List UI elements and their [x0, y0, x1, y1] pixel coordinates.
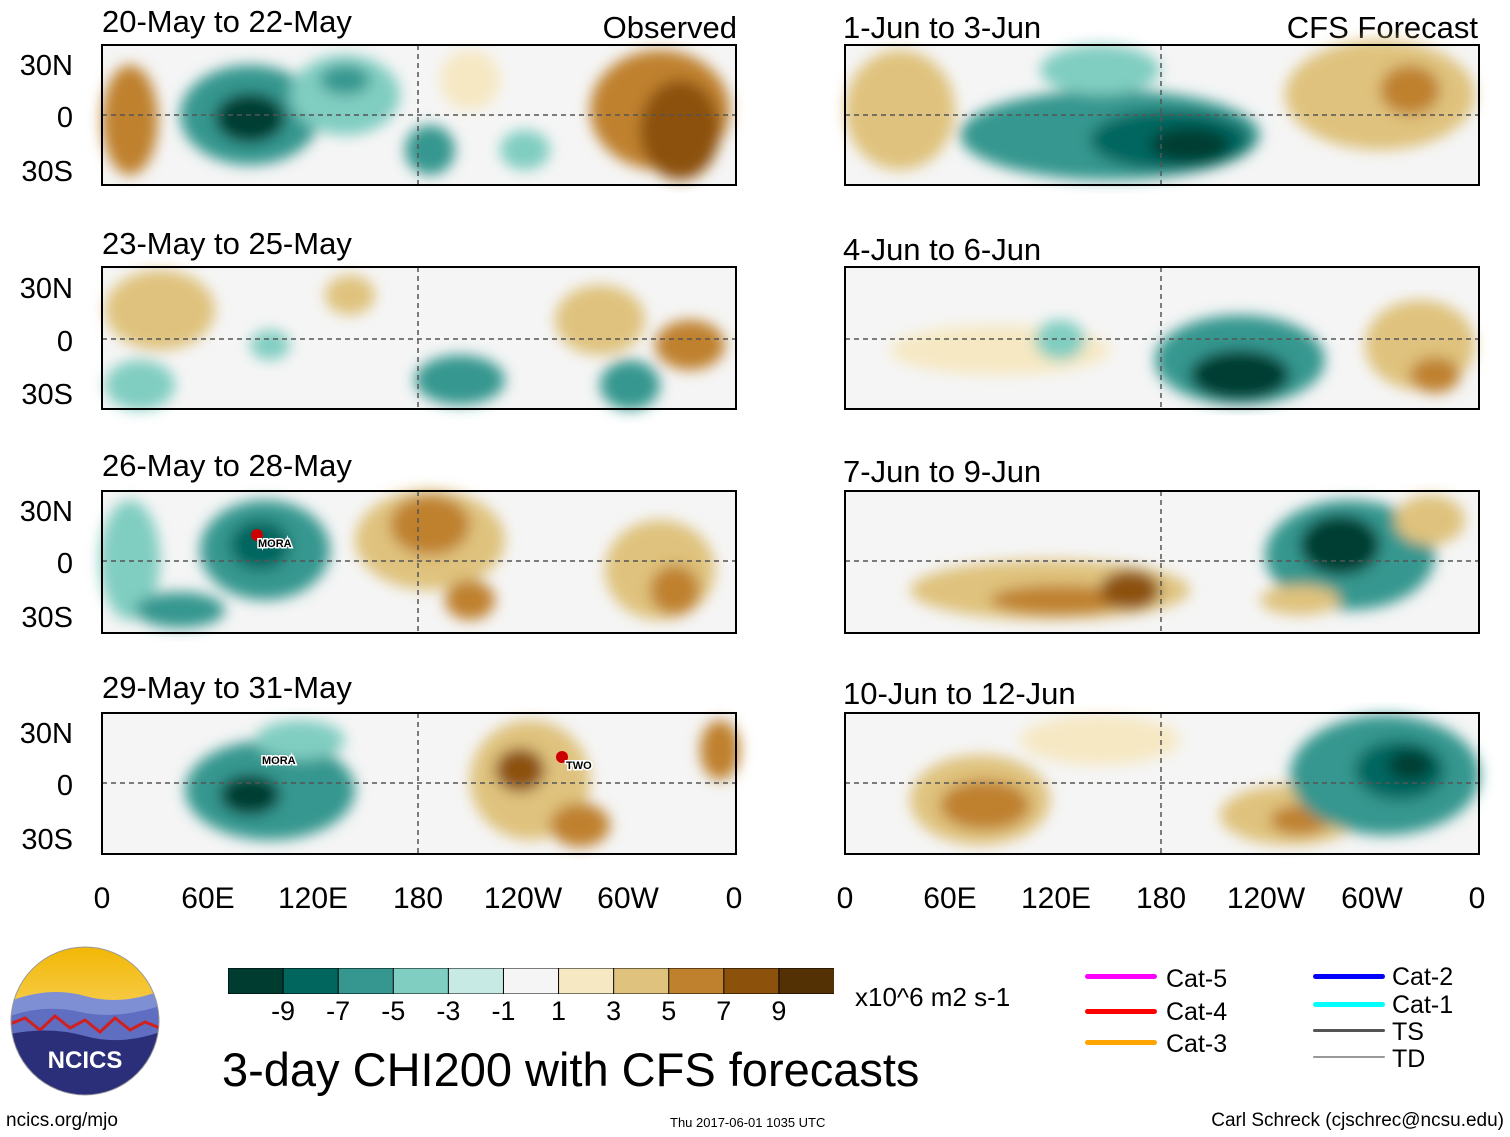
panel-left-2: 23-May to 25-May [101, 226, 737, 410]
colorbar-tick-label: 7 [716, 996, 732, 1026]
lat-label: 30S [21, 156, 73, 188]
forecast-header: CFS Forecast [1287, 10, 1479, 45]
lat-labels-left: 30N 0 30S 30N 0 30S 30N 0 30S 30N 0 30S [20, 50, 73, 856]
lat-label: 30N [20, 273, 73, 305]
lon-label: 120W [484, 882, 563, 915]
legend-line-cat5 [1085, 974, 1157, 979]
colorbar-tick-label: -9 [271, 996, 296, 1026]
colorbar-tick-label: 1 [551, 996, 567, 1026]
colorbar-swatch [392, 968, 450, 994]
legend-label-cat5: Cat-5 [1166, 965, 1228, 993]
storm-marker-icon [251, 529, 263, 541]
lon-labels-left: 0 60E 120E 180 120W 60W 0 [94, 882, 743, 915]
legend-line-td [1313, 1056, 1385, 1058]
lon-labels-right: 0 60E 120E 180 120W 60W 0 [837, 882, 1486, 915]
lat-label: 30S [21, 602, 73, 634]
panel-right-1: 1-Jun to 3-Jun [843, 10, 1480, 186]
lat-label: 30N [20, 50, 73, 82]
panel-left-1: 20-May to 22-May [101, 4, 737, 186]
legend-label-cat2: Cat-2 [1392, 963, 1454, 991]
panel-right-4: 10-Jun to 12-Jun [843, 676, 1480, 855]
legend-label-ts: TS [1392, 1018, 1424, 1046]
lat-label: 30S [21, 824, 73, 856]
storm-label: MORA [262, 755, 296, 767]
panel-title: 26-May to 28-May [102, 448, 352, 483]
lat-label: 0 [57, 326, 73, 358]
colorbar-tick-label: -5 [381, 996, 406, 1026]
colorbar [228, 968, 834, 994]
colorbar-tick-label: -3 [436, 996, 461, 1026]
legend-line-cat2 [1313, 974, 1385, 979]
colorbar-tick-label: -1 [491, 996, 516, 1026]
lat-label: 0 [57, 548, 73, 580]
colorbar-tick-label: 3 [606, 996, 622, 1026]
lon-label: 180 [393, 882, 443, 915]
lon-label: 60W [597, 882, 659, 915]
panel-title: 20-May to 22-May [102, 4, 352, 39]
lon-label: 0 [94, 882, 111, 915]
colorbar-tick-label: 5 [661, 996, 677, 1026]
colorbar-tick-label: 9 [771, 996, 787, 1026]
observed-header: Observed [603, 10, 737, 45]
lon-label: 180 [1136, 882, 1186, 915]
legend-label-cat4: Cat-4 [1166, 998, 1228, 1026]
colorbar-swatch [502, 968, 560, 994]
lat-label: 30N [20, 496, 73, 528]
colorbar-swatch [282, 968, 340, 994]
legend-line-cat3 [1085, 1040, 1157, 1045]
lon-label: 60E [181, 882, 234, 915]
storm-label: TWO [566, 760, 592, 772]
ncics-logo: NCICS [10, 946, 160, 1096]
lon-label: 0 [1469, 882, 1486, 915]
legend-line-ts [1313, 1029, 1385, 1032]
colorbar-swatch [668, 968, 725, 994]
storm-marker-icon [556, 751, 568, 763]
footer-timestamp: Thu 2017-06-01 1035 UTC [670, 1115, 826, 1130]
lon-label: 0 [837, 882, 854, 915]
legend-label-cat3: Cat-3 [1166, 1030, 1228, 1058]
colorbar-swatch [778, 968, 834, 994]
lon-label: 60W [1341, 882, 1403, 915]
legend-line-cat4 [1085, 1009, 1157, 1014]
panel-left-4: 29-May to 31-May MORA TWO [101, 670, 740, 855]
legend-label-cat1: Cat-1 [1392, 991, 1454, 1019]
legend-label-td: TD [1392, 1045, 1426, 1073]
logo-text: NCICS [48, 1047, 123, 1074]
panel-right-3: 7-Jun to 9-Jun [843, 454, 1480, 634]
footer-author: Carl Schreck (cjschrec@ncsu.edu) [1211, 1110, 1504, 1131]
panel-title: 1-Jun to 3-Jun [843, 10, 1041, 45]
panel-title: 23-May to 25-May [102, 226, 352, 261]
lon-label: 60E [923, 882, 976, 915]
lat-label: 0 [57, 770, 73, 802]
colorbar-swatch [447, 968, 505, 994]
panel-left-3: 26-May to 28-May MORA [100, 448, 737, 634]
lon-label: 0 [726, 882, 743, 915]
colorbar-swatch [613, 968, 670, 994]
panel-title: 10-Jun to 12-Jun [843, 676, 1076, 711]
panel-title: 7-Jun to 9-Jun [843, 454, 1041, 489]
lat-label: 30N [20, 718, 73, 750]
lon-label: 120E [278, 882, 348, 915]
colorbar-swatch [558, 968, 615, 994]
main-title: 3-day CHI200 with CFS forecasts [222, 1043, 920, 1096]
colorbar-tick-label: -7 [326, 996, 351, 1026]
colorbar-units: x10^6 m2 s-1 [855, 982, 1011, 1012]
legend-line-cat1 [1313, 1002, 1385, 1007]
colorbar-swatch [228, 968, 285, 994]
panel-title: 29-May to 31-May [102, 670, 352, 705]
lat-label: 0 [57, 102, 73, 134]
footer-url: ncics.org/mjo [6, 1110, 118, 1131]
lon-label: 120E [1021, 882, 1091, 915]
panel-right-2: 4-Jun to 6-Jun [843, 232, 1480, 410]
colorbar-swatch [337, 968, 395, 994]
lon-label: 120W [1227, 882, 1306, 915]
storm-label: MORA [258, 538, 292, 550]
lat-label: 30S [21, 379, 73, 411]
panel-title: 4-Jun to 6-Jun [843, 232, 1041, 267]
colorbar-swatch [723, 968, 780, 994]
